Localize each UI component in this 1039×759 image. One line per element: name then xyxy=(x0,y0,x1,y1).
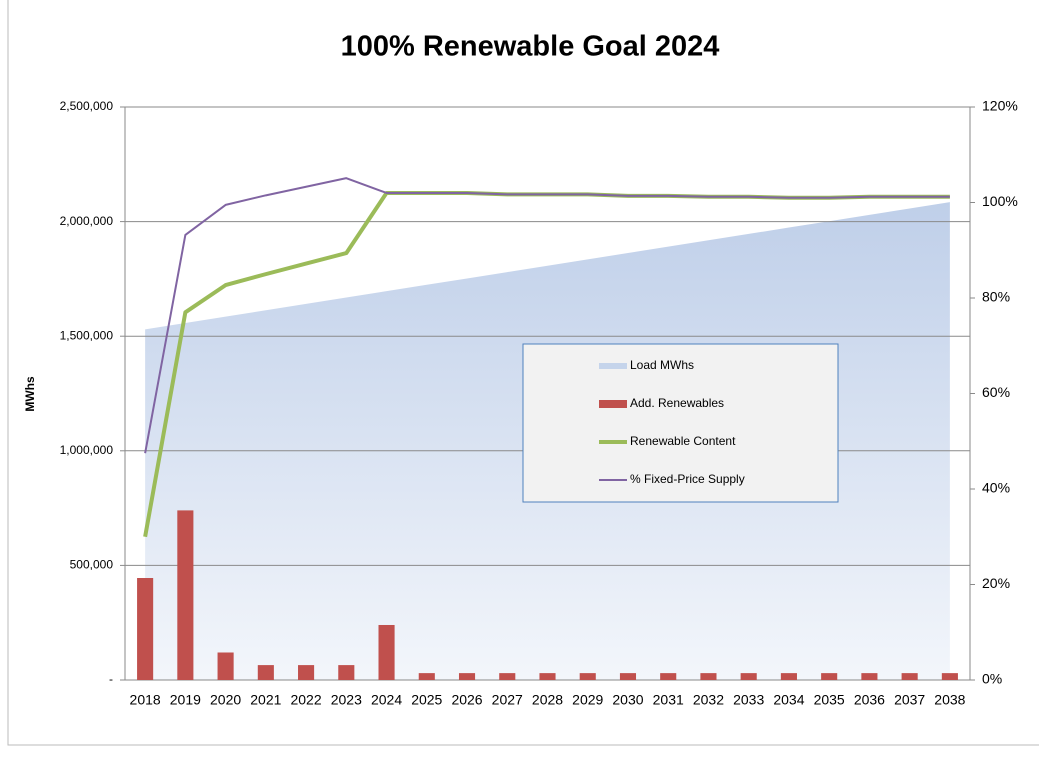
x-tick-label: 2024 xyxy=(371,692,402,708)
x-tick-label: 2028 xyxy=(532,692,563,708)
y-tick-label: 2,500,000 xyxy=(60,99,114,113)
bar xyxy=(780,673,797,680)
x-tick-label: 2026 xyxy=(451,692,482,708)
x-tick-label: 2033 xyxy=(733,692,764,708)
x-tick-label: 2030 xyxy=(612,692,643,708)
y2-tick-label: 120% xyxy=(982,98,1018,114)
bar xyxy=(821,673,838,680)
y2-tick-label: 80% xyxy=(982,289,1010,305)
x-tick-label: 2034 xyxy=(773,692,804,708)
bar xyxy=(901,673,918,680)
x-tick-label: 2019 xyxy=(170,692,201,708)
y-tick-label: - xyxy=(109,672,113,686)
chart-title: 100% Renewable Goal 2024 xyxy=(341,31,720,63)
bar xyxy=(458,673,476,680)
x-tick-label: 2031 xyxy=(653,692,684,708)
legend-swatch xyxy=(599,363,627,369)
y2-tick-label: 40% xyxy=(982,480,1010,496)
bar xyxy=(619,673,637,680)
x-tick-label: 2022 xyxy=(290,692,321,708)
legend-label: Load MWhs xyxy=(630,358,694,372)
y-tick-label: 1,000,000 xyxy=(60,443,114,457)
bar xyxy=(378,624,395,680)
x-tick-label: 2029 xyxy=(572,692,603,708)
bar xyxy=(177,510,194,680)
y2-tick-label: 0% xyxy=(982,671,1002,687)
legend: Load MWhs Add. Renewables Renewable Conten… xyxy=(599,358,745,486)
bar xyxy=(539,673,556,680)
bar xyxy=(579,673,596,680)
y-tick-label: 1,500,000 xyxy=(60,328,114,342)
bar xyxy=(861,673,878,680)
bar xyxy=(941,673,958,680)
bar xyxy=(137,578,154,680)
x-tick-label: 2035 xyxy=(814,692,845,708)
x-tick-label: 2020 xyxy=(210,692,241,708)
bar xyxy=(660,673,677,680)
legend-label: % Fixed-Price Supply xyxy=(630,472,745,486)
x-tick-label: 2037 xyxy=(894,692,925,708)
bar xyxy=(257,665,274,680)
x-tick-label: 2027 xyxy=(492,692,523,708)
bar xyxy=(499,673,516,680)
y2-tick-label: 60% xyxy=(982,384,1010,400)
bar xyxy=(418,673,435,680)
x-tick-label: 2018 xyxy=(130,692,161,708)
legend-swatch xyxy=(599,400,627,408)
chart-frame xyxy=(7,0,1039,746)
bar xyxy=(338,665,355,680)
legend-box xyxy=(522,343,839,503)
legend-label: Add. Renewables xyxy=(630,396,724,410)
bar xyxy=(700,673,717,680)
x-tick-label: 2038 xyxy=(934,692,965,708)
x-tick-label: 2025 xyxy=(411,692,442,708)
legend-label: Renewable Content xyxy=(630,434,736,448)
x-tick-label: 2036 xyxy=(854,692,885,708)
line xyxy=(144,177,950,454)
bar xyxy=(740,673,757,680)
y-axis-label: MWhs xyxy=(23,376,37,412)
y-tick-label: 500,000 xyxy=(70,558,114,572)
bar xyxy=(217,652,234,680)
y2-tick-label: 100% xyxy=(982,193,1018,209)
bar xyxy=(298,665,315,680)
y-tick-label: 2,000,000 xyxy=(60,214,114,228)
x-tick-label: 2023 xyxy=(331,692,362,708)
y2-tick-label: 20% xyxy=(982,575,1010,591)
x-tick-label: 2021 xyxy=(250,692,281,708)
x-tick-label: 2032 xyxy=(693,692,724,708)
